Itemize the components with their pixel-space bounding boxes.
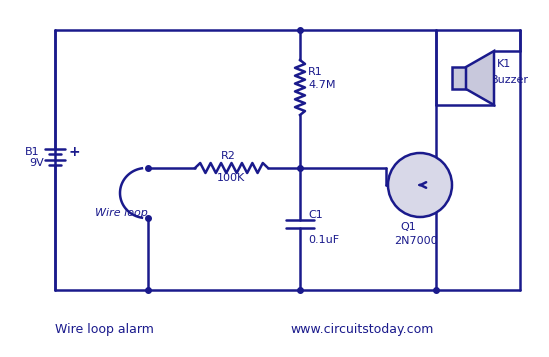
Text: K1: K1 xyxy=(497,59,511,69)
Text: Wire loop: Wire loop xyxy=(95,208,148,218)
Text: Buzzer: Buzzer xyxy=(491,75,529,85)
Text: 100K: 100K xyxy=(217,173,245,183)
Text: Wire loop alarm: Wire loop alarm xyxy=(55,323,154,337)
Text: Q1: Q1 xyxy=(400,222,416,232)
Text: R1: R1 xyxy=(308,67,323,77)
Text: +: + xyxy=(68,145,80,159)
Text: 4.7M: 4.7M xyxy=(308,80,335,90)
Text: 0.1uF: 0.1uF xyxy=(308,235,339,245)
Polygon shape xyxy=(466,51,494,105)
Text: 9V: 9V xyxy=(29,158,44,168)
Text: 2N7000: 2N7000 xyxy=(394,236,438,246)
Text: C1: C1 xyxy=(308,210,323,220)
Text: R2: R2 xyxy=(221,151,236,161)
Bar xyxy=(452,67,466,89)
Text: B1: B1 xyxy=(25,147,40,157)
Text: www.circuitstoday.com: www.circuitstoday.com xyxy=(290,323,433,337)
Circle shape xyxy=(388,153,452,217)
